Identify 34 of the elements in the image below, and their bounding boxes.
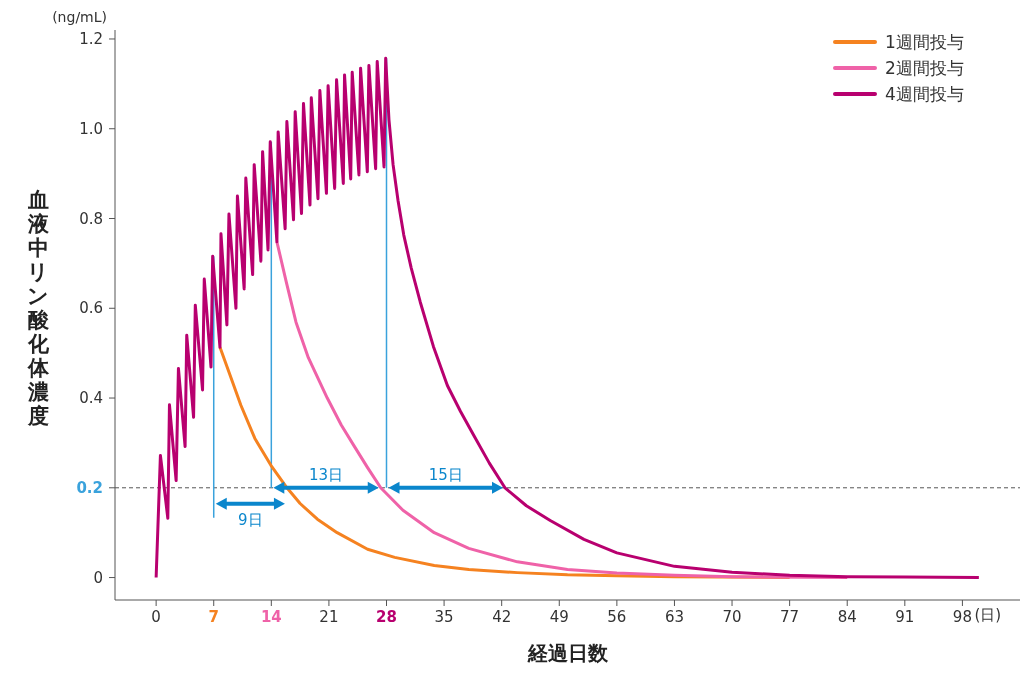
y-tick-label: 0.6: [79, 299, 103, 318]
line-series: [154, 56, 981, 580]
annotation: 13日: [308, 465, 344, 484]
x-tick-label: 84: [837, 608, 857, 626]
x-tick-label: 91: [895, 608, 915, 626]
legend-label: 1週間投与: [885, 32, 964, 52]
x-tick-label: 70: [722, 608, 742, 626]
legend-label: 2週間投与: [885, 58, 964, 78]
y-tick-label: 1.0: [79, 119, 103, 138]
x-tick-label: 42: [492, 608, 512, 626]
legend-label: 4週間投与: [885, 84, 964, 104]
x-tick-label: 14: [260, 608, 282, 626]
text: 血液中リン酸化体濃度: [27, 188, 49, 428]
x-tick-label: 35: [434, 608, 454, 626]
line-series: [275, 240, 849, 580]
y-tick-label: 0.8: [79, 209, 103, 228]
annotation: 9日: [238, 510, 263, 529]
y-tick-label: 0.2: [76, 478, 103, 497]
x-tick-label: 21: [319, 608, 339, 626]
y-tick-label: 1.2: [79, 29, 103, 48]
x-tick-label: 0: [151, 608, 161, 626]
text: (日): [974, 606, 1002, 624]
x-tick-label: 7: [208, 608, 219, 626]
x-tick-label: 98: [952, 608, 972, 626]
x-tick-label: 63: [664, 608, 684, 626]
x-tick-label: 56: [607, 608, 627, 626]
x-tick-label: 49: [549, 608, 569, 626]
annotation: 15日: [428, 465, 463, 484]
x-tick-label: 77: [780, 608, 800, 626]
y-tick-label: 0: [93, 568, 103, 587]
text: (ng/mL): [52, 9, 107, 25]
x-axis-title: 経過日数: [526, 641, 609, 665]
x-tick-label: 28: [376, 608, 397, 626]
y-tick-label: 0.4: [79, 389, 103, 408]
